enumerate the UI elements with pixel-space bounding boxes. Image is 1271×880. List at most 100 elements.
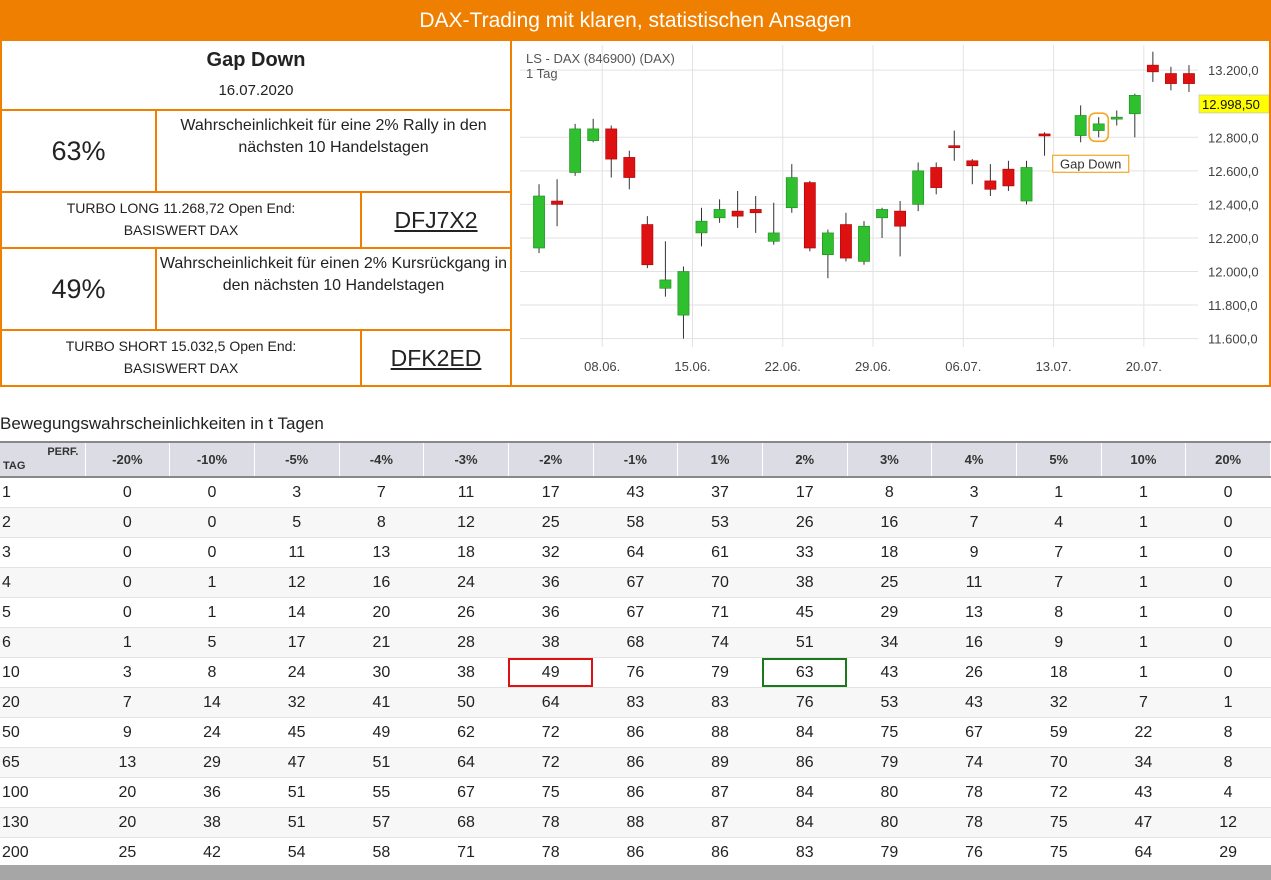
probability-cell: 18 bbox=[847, 537, 932, 568]
table-row: 20 7 14 32 41 50 64 83 83 76 53 43 32 7 1 bbox=[0, 687, 1271, 718]
probability-cell: 43 bbox=[593, 477, 678, 508]
candle-down bbox=[984, 180, 997, 190]
probability-cell: 68 bbox=[423, 807, 509, 838]
probability-cell: 75 bbox=[508, 777, 594, 808]
probability-cell: 1 bbox=[1016, 477, 1102, 508]
probability-cell: 62 bbox=[423, 717, 509, 748]
y-tick-label: 11.600,0 bbox=[1208, 332, 1258, 347]
table-corner-header: PERF. TAG bbox=[0, 441, 86, 478]
candle-down bbox=[1183, 73, 1195, 84]
probability-table-title: Bewegungswahrscheinlichkeiten in t Tagen bbox=[0, 414, 324, 433]
probability-cell: 1 bbox=[1101, 627, 1186, 658]
candle-up bbox=[533, 195, 545, 249]
turbo-long-info: TURBO LONG 11.268,72 Open End: BASISWERT… bbox=[2, 193, 362, 249]
probability-cell: 64 bbox=[593, 537, 678, 568]
x-tick-label: 08.06. bbox=[584, 359, 620, 374]
signal-title-cell: Gap Down 16.07.2020 bbox=[2, 41, 512, 111]
probability-cell: 83 bbox=[677, 687, 763, 718]
corner-tag-label: TAG bbox=[3, 460, 26, 472]
probability-cell: 86 bbox=[593, 717, 678, 748]
probability-cell: 47 bbox=[1101, 807, 1186, 838]
probability-cell: 32 bbox=[254, 687, 340, 718]
probability-cell: 76 bbox=[931, 837, 1017, 868]
y-tick-label: 12.400,0 bbox=[1208, 197, 1259, 212]
probability-cell: 13 bbox=[339, 537, 424, 568]
candle-up bbox=[858, 225, 870, 262]
probability-cell: 16 bbox=[339, 567, 424, 598]
probability-cell: 17 bbox=[762, 477, 848, 508]
probability-cell: 71 bbox=[677, 597, 763, 628]
probability-cell: 20 bbox=[85, 777, 170, 808]
probability-cell: 12 bbox=[423, 507, 509, 538]
probability-cell: 78 bbox=[508, 837, 594, 868]
probability-cell: 20 bbox=[85, 807, 170, 838]
probability-cell: 12 bbox=[254, 567, 340, 598]
candle-up bbox=[587, 128, 600, 141]
probability-cell: 49 bbox=[339, 717, 424, 748]
candle-down bbox=[1165, 73, 1177, 84]
probability-cell: 61 bbox=[677, 537, 763, 568]
probability-cell: 79 bbox=[677, 657, 763, 688]
probability-cell: 43 bbox=[931, 687, 1017, 718]
probability-cell: 70 bbox=[1016, 747, 1102, 778]
probability-cell: 87 bbox=[677, 777, 763, 808]
signal-name: Gap Down bbox=[206, 49, 306, 71]
probability-cell: 8 bbox=[1185, 747, 1271, 778]
gap-down-marker bbox=[1088, 112, 1110, 143]
probability-cell: 50 bbox=[423, 687, 509, 718]
probability-cell: 0 bbox=[1185, 537, 1271, 568]
long-probability-value: 63% bbox=[51, 135, 106, 166]
probability-cell: 67 bbox=[931, 717, 1017, 748]
probability-cell: 26 bbox=[931, 657, 1017, 688]
probability-cell: 21 bbox=[339, 627, 424, 658]
probability-cell: 79 bbox=[847, 837, 932, 868]
column-header: -1% bbox=[593, 441, 679, 478]
probability-cell: 17 bbox=[508, 477, 594, 508]
probability-cell: 3 bbox=[85, 657, 170, 688]
probability-cell: 75 bbox=[847, 717, 932, 748]
turbo-short-wkn-cell: DFK2ED bbox=[362, 331, 512, 385]
probability-cell: 88 bbox=[593, 807, 678, 838]
probability-cell: 72 bbox=[508, 747, 594, 778]
probability-cell: 7 bbox=[85, 687, 170, 718]
corner-perf-label: PERF. bbox=[47, 446, 79, 458]
probability-cell: 84 bbox=[762, 807, 848, 838]
x-tick-label: 29.06. bbox=[855, 359, 891, 374]
turbo-short-wkn-link[interactable]: DFK2ED bbox=[390, 344, 482, 371]
x-tick-label: 20.07. bbox=[1126, 359, 1162, 374]
probability-cell: 0 bbox=[1185, 477, 1271, 508]
probability-cell: 57 bbox=[339, 807, 424, 838]
probability-cell: 25 bbox=[508, 507, 594, 538]
probability-cell: 1 bbox=[1101, 537, 1186, 568]
probability-cell: 84 bbox=[762, 717, 848, 748]
candle-down bbox=[966, 160, 979, 167]
chart-canvas: 11.600,0 11.800,0 12.000,0 12.200,0 12.400,0… bbox=[520, 45, 1269, 374]
last-price-value: 12.998,50 bbox=[1202, 97, 1260, 112]
probability-cell: 0 bbox=[85, 507, 170, 538]
horizontal-scrollbar[interactable] bbox=[0, 865, 1271, 880]
probability-cell: 7 bbox=[931, 507, 1017, 538]
table-row: 2 0 0 5 8 12 25 58 53 26 16 7 4 1 0 bbox=[0, 507, 1271, 538]
candle-down bbox=[840, 224, 852, 259]
probability-cell: 0 bbox=[85, 597, 170, 628]
probability-cell: 59 bbox=[1016, 717, 1102, 748]
probability-cell: 7 bbox=[1016, 537, 1102, 568]
column-header: 4% bbox=[931, 441, 1017, 478]
row-tag-cell: 100 bbox=[0, 777, 85, 808]
candle-up bbox=[1074, 115, 1087, 136]
candle-down bbox=[749, 209, 762, 214]
row-tag-cell: 10 bbox=[0, 657, 85, 688]
probability-cell: 86 bbox=[677, 837, 763, 868]
chart-subtitle: 1 Tag bbox=[526, 66, 558, 81]
table-header-row: PERF. TAG -20% -10% -5% -4% -3% -2% -1% 1% 2% 3% 4… bbox=[0, 441, 1271, 478]
probability-cell: 74 bbox=[931, 747, 1017, 778]
probability-cell: 25 bbox=[847, 567, 932, 598]
probability-cell: 32 bbox=[508, 537, 594, 568]
turbo-long-wkn-link[interactable]: DFJ7X2 bbox=[394, 206, 478, 233]
y-tick-label: 12.800,0 bbox=[1208, 130, 1259, 145]
candle-up bbox=[713, 209, 726, 219]
probability-cell: 54 bbox=[254, 837, 340, 868]
probability-cell: 9 bbox=[85, 717, 170, 748]
column-header: 5% bbox=[1016, 441, 1102, 478]
probability-cell: 5 bbox=[254, 507, 340, 538]
